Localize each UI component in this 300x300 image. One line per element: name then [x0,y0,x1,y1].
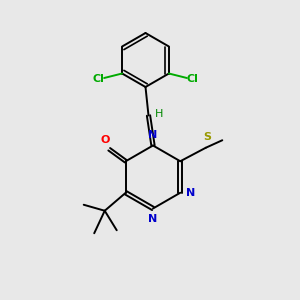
Text: N: N [148,130,158,140]
Text: N: N [148,214,158,224]
Text: O: O [101,135,110,145]
Text: N: N [186,188,195,198]
Text: H: H [155,109,163,119]
Text: Cl: Cl [92,74,104,85]
Text: S: S [203,132,211,142]
Text: Cl: Cl [187,74,199,85]
